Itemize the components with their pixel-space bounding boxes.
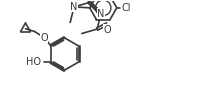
Text: N: N xyxy=(97,9,104,19)
Text: N: N xyxy=(70,2,77,12)
Text: Cl: Cl xyxy=(121,3,130,13)
Text: O: O xyxy=(40,33,48,43)
Text: O: O xyxy=(103,25,110,35)
Text: HO: HO xyxy=(25,57,40,67)
